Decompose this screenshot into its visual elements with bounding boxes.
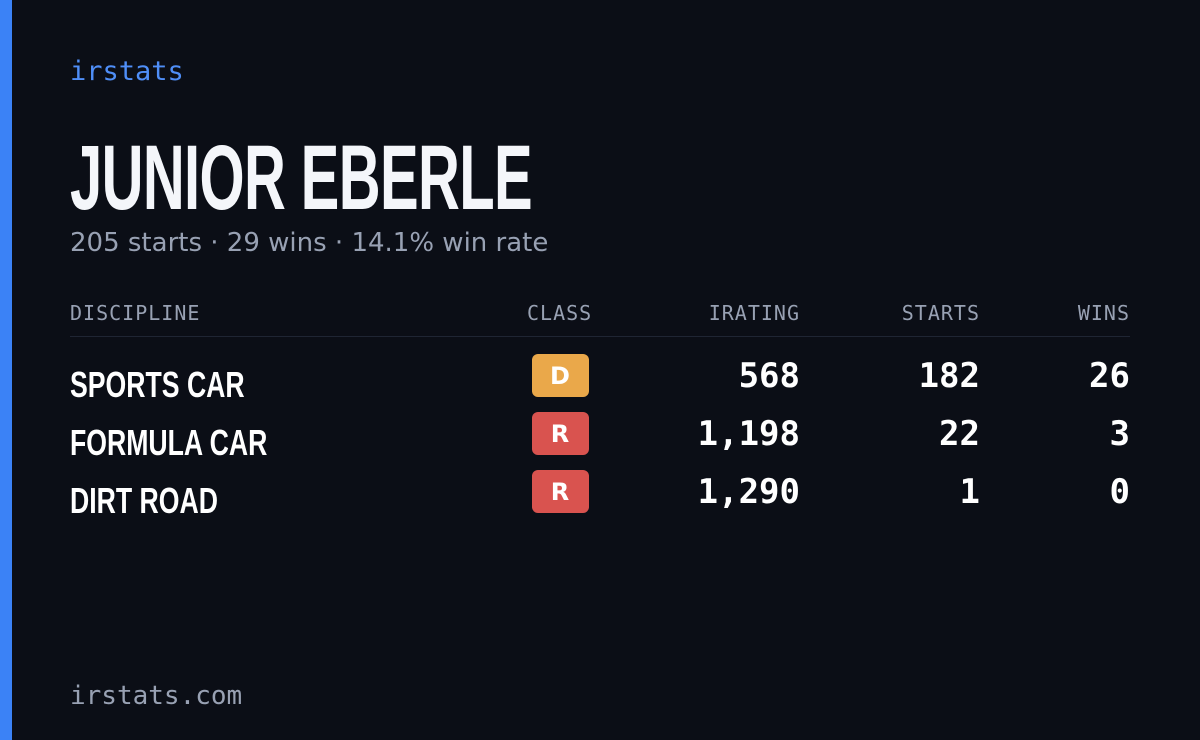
driver-summary: 205 starts · 29 wins · 14.1% win rate xyxy=(70,228,549,258)
irating-value: 1,290 xyxy=(697,472,800,512)
column-header: CLASS xyxy=(527,301,593,325)
starts-value: 1 xyxy=(959,472,980,512)
wins-value: 3 xyxy=(1109,414,1130,454)
column-header: DISCIPLINE xyxy=(70,301,201,325)
starts-value: 182 xyxy=(918,356,980,396)
accent-bar xyxy=(0,0,12,740)
class-badge: R xyxy=(531,412,589,455)
class-badge: R xyxy=(531,470,589,513)
discipline: SPORTS CAR xyxy=(70,364,245,405)
discipline: DIRT ROAD xyxy=(70,480,218,521)
wins-value: 26 xyxy=(1089,356,1130,396)
column-header: STARTS xyxy=(901,301,980,325)
driver-name: JUNIOR EBERLE xyxy=(70,127,533,229)
footer: irstats.com xyxy=(70,681,243,711)
starts-value: 22 xyxy=(939,414,980,454)
class-badge: D xyxy=(531,354,589,397)
column-header: IRATING xyxy=(708,301,800,325)
irating-value: 1,198 xyxy=(697,414,800,454)
brand: irstats xyxy=(70,56,184,87)
column-header: WINS xyxy=(1077,301,1130,325)
wins-value: 0 xyxy=(1109,472,1130,512)
discipline: FORMULA CAR xyxy=(70,422,268,463)
irating-value: 568 xyxy=(738,356,800,396)
header-rule xyxy=(70,336,1130,337)
